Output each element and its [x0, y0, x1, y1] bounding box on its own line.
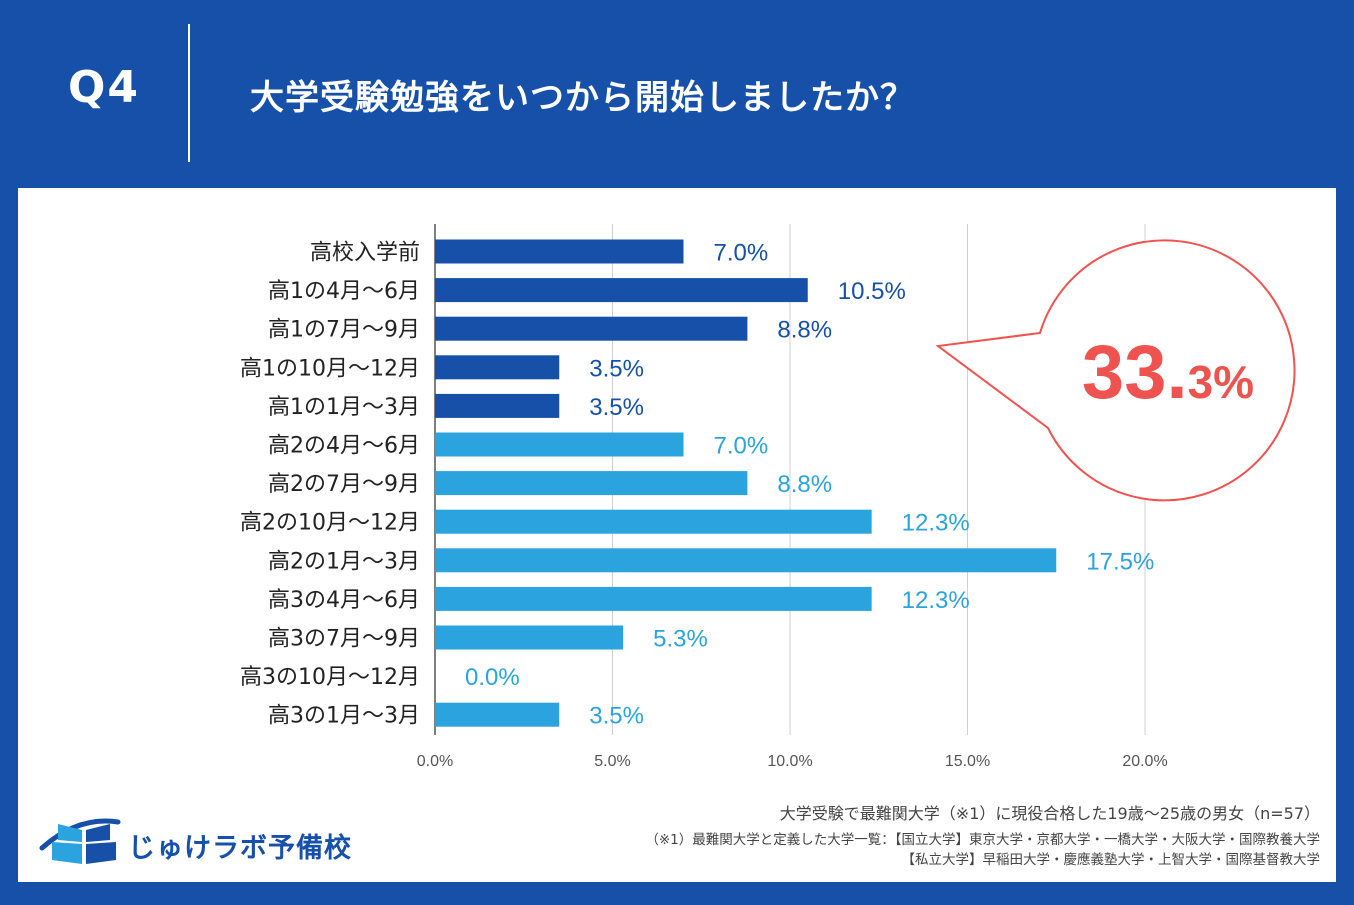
callout-value: 33.3%	[1082, 330, 1254, 415]
x-tick-label: 15.0%	[945, 753, 990, 770]
category-label: 高3の7月～9月	[268, 627, 420, 652]
category-label: 高3の4月～6月	[268, 588, 420, 613]
data-label: 3.5%	[589, 355, 644, 382]
data-label: 12.3%	[902, 510, 970, 537]
book-logo-icon	[39, 818, 121, 864]
category-label: 高2の7月～9月	[268, 472, 420, 497]
bar	[435, 432, 684, 457]
category-label: 高2の4月～6月	[268, 434, 420, 459]
data-label: 7.0%	[714, 433, 769, 460]
header-divider	[188, 24, 190, 162]
category-label: 高1の7月～9月	[268, 318, 420, 343]
category-label: 高1の10月～12月	[240, 356, 420, 381]
question-title: 大学受験勉強をいつから開始しましたか？	[250, 78, 915, 118]
data-label: 0.0%	[465, 664, 520, 691]
category-label: 高2の1月～3月	[268, 549, 420, 574]
brand-logo-text: じゅけラボ予備校	[128, 833, 352, 864]
category-label: 高1の4月～6月	[268, 279, 420, 304]
data-label: 3.5%	[589, 703, 644, 730]
bar	[435, 316, 748, 341]
footnote-private: 【私立大学】早稲田大学・慶應義塾大学・上智大学・国際基督教大学	[901, 852, 1321, 868]
x-tick-label: 20.0%	[1122, 753, 1167, 770]
bar	[435, 625, 624, 650]
category-label: 高1の1月～3月	[268, 395, 420, 420]
bar	[435, 239, 684, 264]
footnote-national: （※1）最難関大学と定義した大学一覧：【国立大学】東京大学・京都大学・一橋大学・…	[645, 832, 1320, 848]
bar	[435, 586, 872, 611]
data-label: 5.3%	[653, 626, 708, 653]
x-tick-label: 0.0%	[417, 753, 453, 770]
data-label: 17.5%	[1086, 548, 1154, 575]
bar	[435, 509, 872, 534]
data-label: 7.0%	[714, 240, 769, 267]
data-label: 8.8%	[777, 471, 832, 498]
x-tick-label: 5.0%	[594, 753, 630, 770]
data-label: 10.5%	[838, 278, 906, 305]
data-label: 8.8%	[777, 317, 832, 344]
bar	[435, 548, 1057, 573]
x-tick-label: 10.0%	[767, 753, 812, 770]
data-label: 3.5%	[589, 394, 644, 421]
category-label: 高3の10月～12月	[240, 665, 420, 690]
bar	[435, 278, 808, 303]
bar	[435, 702, 560, 727]
survey-note: 大学受験で最難関大学（※1）に現役合格した19歳～25歳の男女（n=57）	[779, 804, 1320, 823]
bar	[435, 355, 560, 380]
category-label: 高2の10月～12月	[240, 511, 420, 536]
callout-shape	[935, 239, 1296, 502]
bar	[435, 471, 748, 496]
bar	[435, 393, 560, 418]
data-label: 12.3%	[902, 587, 970, 614]
category-label: 高3の1月～3月	[268, 704, 420, 729]
category-label: 高校入学前	[310, 241, 420, 266]
callout-bubble: 33.3%	[935, 239, 1296, 502]
question-number: Q4	[68, 62, 141, 113]
